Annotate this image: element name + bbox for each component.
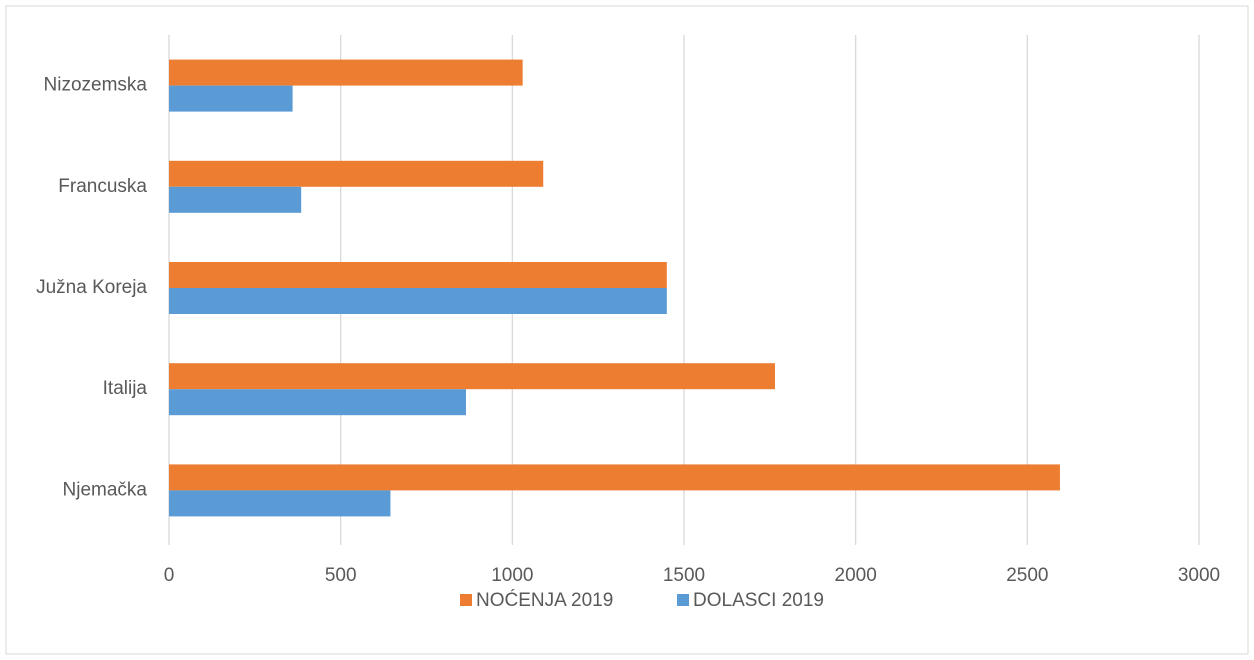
x-tick-label: 3000	[1178, 565, 1220, 586]
bar	[169, 389, 466, 416]
bar	[169, 160, 544, 187]
y-tick-label: Njemačka	[63, 479, 148, 500]
y-tick-label: Nizozemska	[44, 75, 148, 96]
y-tick-label: Južna Koreja	[36, 277, 147, 298]
chart-border	[5, 5, 1249, 655]
bar	[169, 59, 523, 86]
x-tick-label: 2500	[1006, 565, 1048, 586]
bar	[169, 262, 667, 288]
legend-swatch	[677, 594, 689, 606]
x-tick-label: 500	[325, 565, 357, 586]
bar	[169, 490, 391, 517]
legend-swatch	[460, 594, 472, 606]
x-tick-label: 1000	[491, 565, 533, 586]
y-tick-label: Italija	[103, 378, 148, 399]
x-tick-label: 2000	[835, 565, 877, 586]
y-tick-label: Francuska	[58, 176, 147, 197]
legend-label: NOĆENJA 2019	[476, 589, 613, 611]
bar	[169, 85, 293, 112]
bar	[169, 288, 667, 314]
x-tick-label: 0	[164, 565, 175, 586]
bar	[169, 464, 1060, 491]
legend-label: DOLASCI 2019	[693, 590, 824, 611]
bar	[169, 186, 302, 213]
bar	[169, 363, 775, 390]
x-tick-label: 1500	[663, 565, 705, 586]
